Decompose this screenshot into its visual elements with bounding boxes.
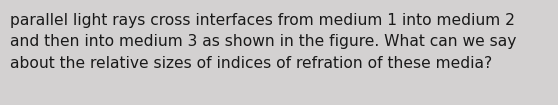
- Text: parallel light rays cross interfaces from medium 1 into medium 2
and then into m: parallel light rays cross interfaces fro…: [10, 13, 516, 71]
